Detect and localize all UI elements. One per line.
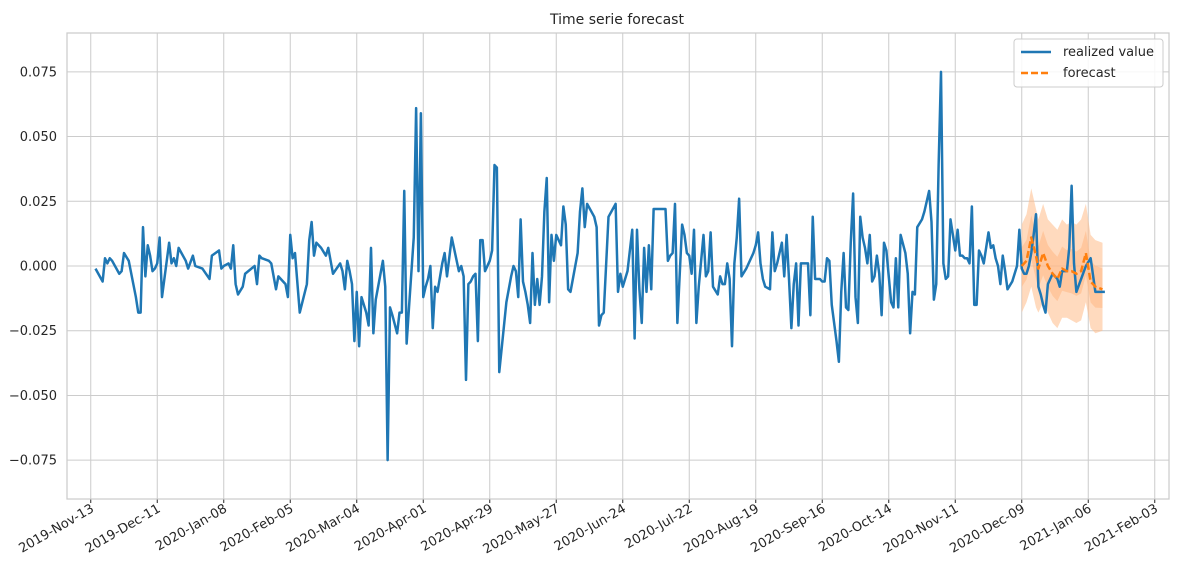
plot-frame [66,32,1170,500]
series-line-forecast [1020,236,1103,291]
x-tick-label: 2020-Jun-24 [552,501,629,554]
x-tick-label: 2020-Dec-09 [947,501,1027,556]
y-tick-label: 0.000 [20,260,57,275]
x-tick-label: 2020-Aug-19 [681,501,761,556]
y-tick-label: 0.025 [20,195,57,210]
x-tick-label: 2021-Jan-06 [1018,501,1095,554]
x-tick-label: 2019-Dec-11 [83,501,163,556]
y-tick-label: 0.050 [20,130,57,145]
x-tick-label: 2020-Apr-01 [352,501,429,554]
y-tick-label: −0.075 [9,454,57,469]
legend: realized value forecast [1013,38,1164,88]
legend-label-forecast: forecast [1063,66,1116,81]
y-tick-label: −0.050 [9,389,57,404]
x-tick-label: 2020-Jan-08 [153,501,230,554]
x-axis-tick-labels: 2019-Nov-132019-Dec-112020-Jan-082020-Fe… [16,501,1160,557]
series-line-realized-value [94,70,1105,462]
legend-box [1013,38,1164,88]
x-tick-label: 2020-Mar-04 [284,501,363,555]
y-tick-label: −0.025 [9,324,57,339]
y-axis-tick-labels: −0.075 −0.050 −0.025 0.000 0.025 0.050 0.075 [9,65,57,468]
x-tick-label: 2021-Feb-03 [1082,501,1161,555]
series-lines [94,70,1105,462]
chart-title: Time serie forecast [549,12,684,28]
x-tick-label: 2020-Feb-05 [218,501,297,555]
legend-label-realized: realized value [1063,45,1154,60]
x-tick-label: 2020-Sep-16 [748,501,828,556]
y-tick-label: 0.075 [20,65,57,80]
forecast-band-inner [1021,215,1103,308]
